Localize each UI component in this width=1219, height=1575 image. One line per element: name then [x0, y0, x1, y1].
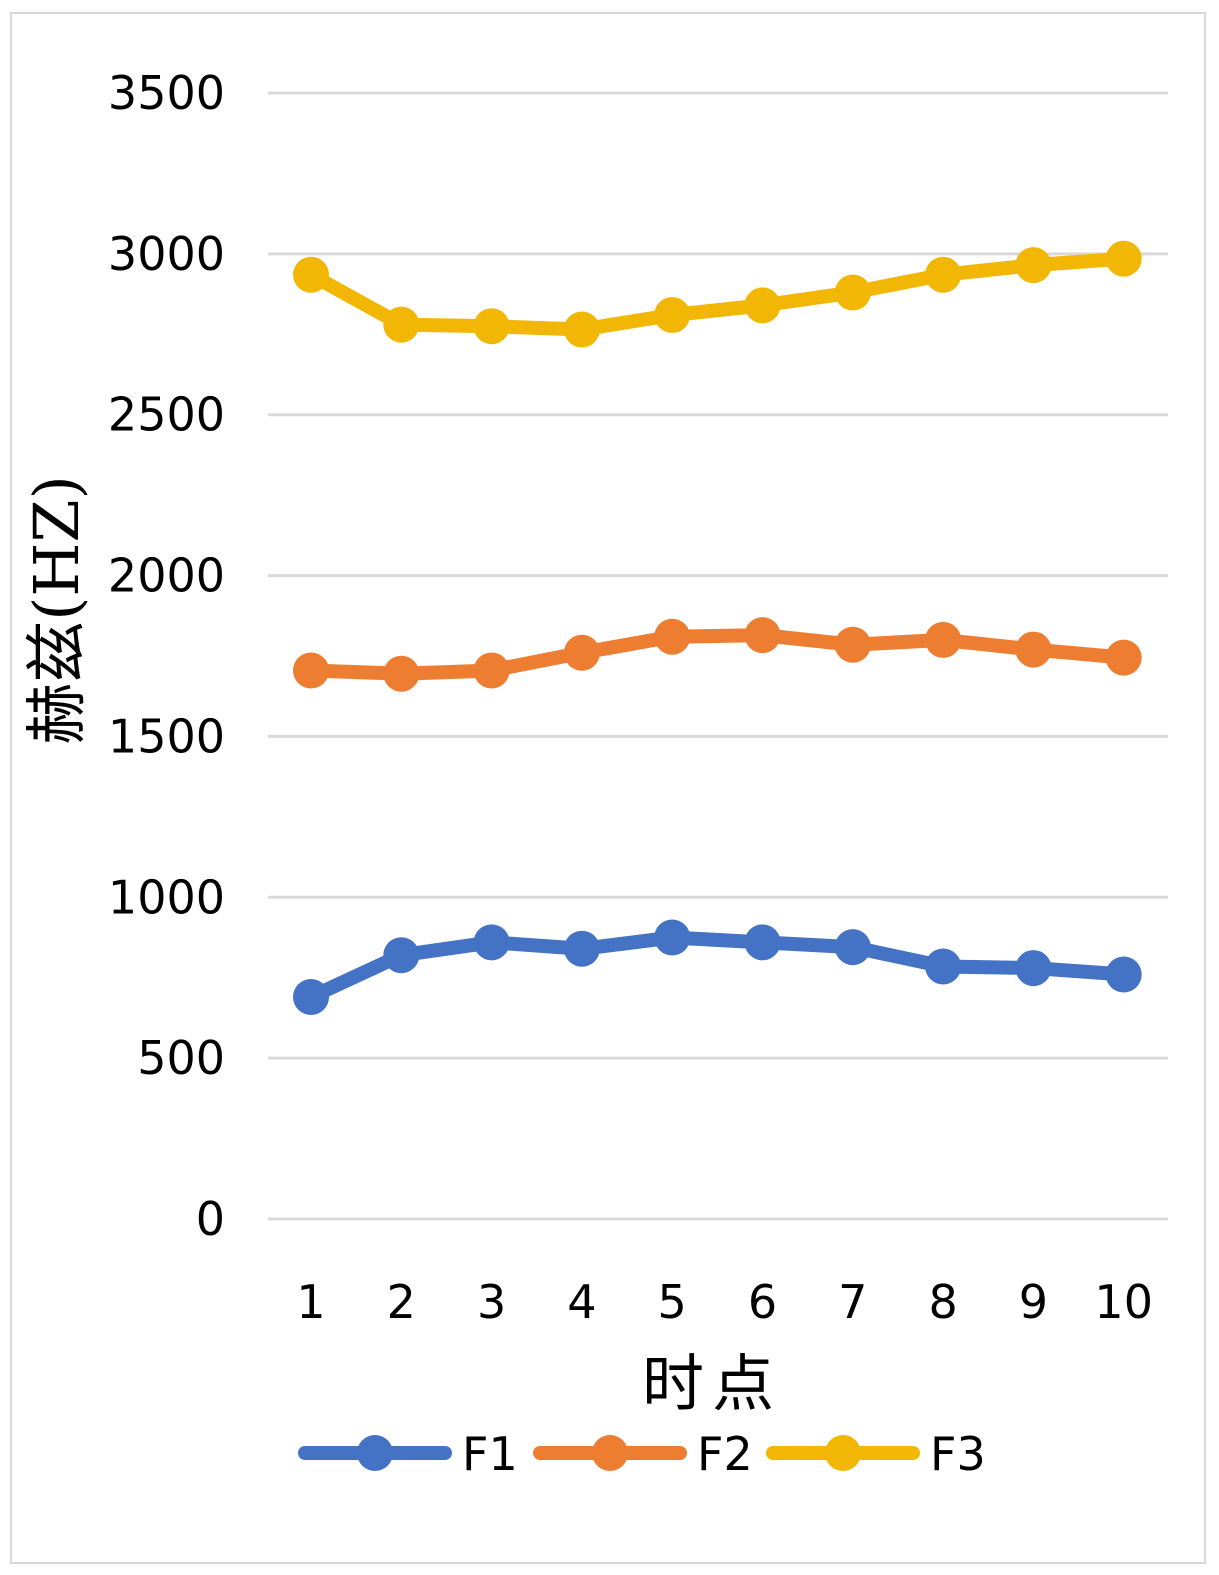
legend-item-f3: F3: [766, 1427, 986, 1481]
data-point: [383, 655, 420, 692]
y-axis-tick-labels: 0 500 1000 1500 2000 2500 3000 3500: [108, 66, 225, 1246]
data-point: [1105, 639, 1142, 676]
y-axis-title: 赫兹(HZ): [20, 475, 93, 745]
data-point: [563, 311, 600, 348]
x-tick-label: 5: [658, 1275, 687, 1329]
legend-label: F3: [930, 1427, 986, 1481]
data-point: [473, 652, 510, 689]
legend-item-f1: F1: [298, 1427, 518, 1481]
data-point: [834, 626, 871, 663]
x-tick-label: 2: [387, 1275, 416, 1329]
y-tick-label: 0: [196, 1192, 225, 1246]
data-point: [293, 652, 329, 689]
x-tick-label: 3: [477, 1275, 506, 1329]
legend: F1 F2 F3: [298, 1427, 986, 1481]
y-tick-label: 1500: [108, 709, 225, 763]
x-tick-label: 10: [1094, 1275, 1153, 1329]
x-axis-tick-labels: 1 2 3 4 5 6 7 8 9 10: [296, 1275, 1153, 1329]
series-f2: [293, 617, 1142, 692]
data-point: [1105, 956, 1142, 993]
series-line: [304, 251, 1131, 337]
series-f3: [293, 240, 1142, 348]
x-tick-label: 8: [928, 1275, 957, 1329]
x-tick-label: 1: [296, 1275, 325, 1329]
y-tick-label: 1000: [108, 870, 225, 924]
data-point: [925, 948, 962, 985]
y-tick-label: 3000: [108, 227, 225, 281]
data-point: [563, 930, 600, 967]
legend-item-f2: F2: [533, 1427, 753, 1481]
data-point: [744, 617, 781, 654]
y-tick-label: 500: [137, 1031, 225, 1085]
data-point: [473, 308, 510, 345]
series-line: [304, 628, 1131, 681]
data-point: [654, 296, 691, 333]
x-tick-label: 7: [838, 1275, 867, 1329]
y-tick-label: 3500: [108, 66, 225, 120]
legend-marker-swatch: [592, 1435, 628, 1471]
data-point: [1105, 240, 1142, 277]
data-point: [293, 256, 329, 293]
legend-label: F1: [462, 1427, 518, 1481]
data-point: [1015, 631, 1052, 668]
data-point: [744, 287, 781, 324]
data-point: [925, 256, 962, 293]
data-point: [925, 621, 962, 658]
data-point: [293, 979, 329, 1016]
data-point: [654, 618, 691, 655]
data-point: [1015, 950, 1052, 987]
data-point: [383, 306, 420, 343]
data-point: [473, 924, 510, 961]
data-point: [1015, 247, 1052, 284]
data-point: [744, 924, 781, 961]
y-tick-label: 2500: [108, 388, 225, 442]
legend-label: F2: [697, 1427, 753, 1481]
series-layer: [293, 240, 1142, 1016]
data-point: [383, 937, 420, 974]
x-tick-label: 4: [567, 1275, 596, 1329]
x-tick-label: 6: [748, 1275, 777, 1329]
x-axis-title: 时点: [642, 1347, 782, 1420]
series-f1: [293, 919, 1142, 1016]
x-tick-label: 9: [1019, 1275, 1048, 1329]
data-point: [834, 929, 871, 966]
legend-marker-swatch: [825, 1435, 861, 1471]
data-point: [834, 274, 871, 311]
gridlines: [268, 91, 1168, 1221]
legend-marker-swatch: [357, 1435, 393, 1471]
data-point: [654, 919, 691, 956]
series-line: [304, 930, 1131, 1005]
y-tick-label: 2000: [108, 549, 225, 603]
data-point: [563, 634, 600, 671]
